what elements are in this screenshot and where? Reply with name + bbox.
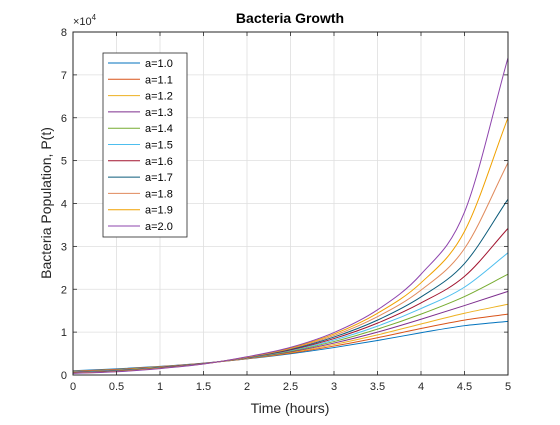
x-tick-label: 3 (331, 381, 337, 393)
y-exponent-label: ×104 (73, 13, 97, 28)
x-tick-label: 2.5 (283, 381, 298, 393)
legend-label: a=1.4 (145, 123, 173, 135)
y-tick-label: 1 (61, 327, 67, 339)
legend-label: a=2.0 (145, 221, 173, 233)
legend-label: a=1.2 (145, 91, 173, 103)
y-exponent-base: ×10 (73, 16, 92, 28)
chart-title: Bacteria Growth (236, 10, 344, 26)
legend-label: a=1.5 (145, 140, 173, 152)
x-tick-label: 2 (244, 381, 250, 393)
x-tick-label: 0 (70, 381, 76, 393)
series-lines (72, 57, 509, 374)
y-tick-label: 3 (61, 241, 67, 253)
y-tick-label: 8 (61, 27, 67, 39)
y-tick-label: 0 (61, 370, 67, 382)
y-exponent-power: 4 (92, 13, 97, 22)
x-tick-label: 4 (418, 381, 424, 393)
y-tick-label: 2 (61, 284, 67, 296)
legend-label: a=1.7 (145, 172, 173, 184)
x-tick-label: 0.5 (109, 381, 124, 393)
y-tick-label: 7 (61, 70, 67, 82)
x-tick-label: 3.5 (370, 381, 385, 393)
x-tick-label: 1 (157, 381, 163, 393)
ticks: 0 0.5 1 1.5 2 2.5 3 3.5 4 4.5 5 0 1 2 3 4 5 6 7 8 (61, 27, 511, 393)
legend-entries: a=1.0 a=1.1 a=1.2 a=1.3 a=1.4 a=1.5 a=1.6 a=1.7… (108, 58, 173, 233)
x-axis-label: Time (hours) (251, 400, 330, 416)
y-tick-label: 6 (61, 113, 67, 125)
legend-label: a=1.6 (145, 156, 173, 168)
x-tick-label: 4.5 (457, 381, 472, 393)
x-tick-label: 5 (505, 381, 511, 393)
series-line-a=2.0 (72, 57, 509, 374)
y-tick-label: 5 (61, 156, 67, 168)
legend-label: a=1.3 (145, 107, 173, 119)
y-axis-label: Bacteria Population, P(t) (38, 127, 54, 279)
legend: a=1.0 a=1.1 a=1.2 a=1.3 a=1.4 a=1.5 a=1.6 a=1.7… (102, 52, 188, 238)
x-tick-label: 1.5 (196, 381, 211, 393)
legend-label: a=1.1 (145, 74, 173, 86)
legend-label: a=1.0 (145, 58, 173, 70)
legend-label: a=1.8 (145, 188, 173, 200)
legend-label: a=1.9 (145, 205, 173, 217)
y-tick-label: 4 (61, 199, 67, 211)
